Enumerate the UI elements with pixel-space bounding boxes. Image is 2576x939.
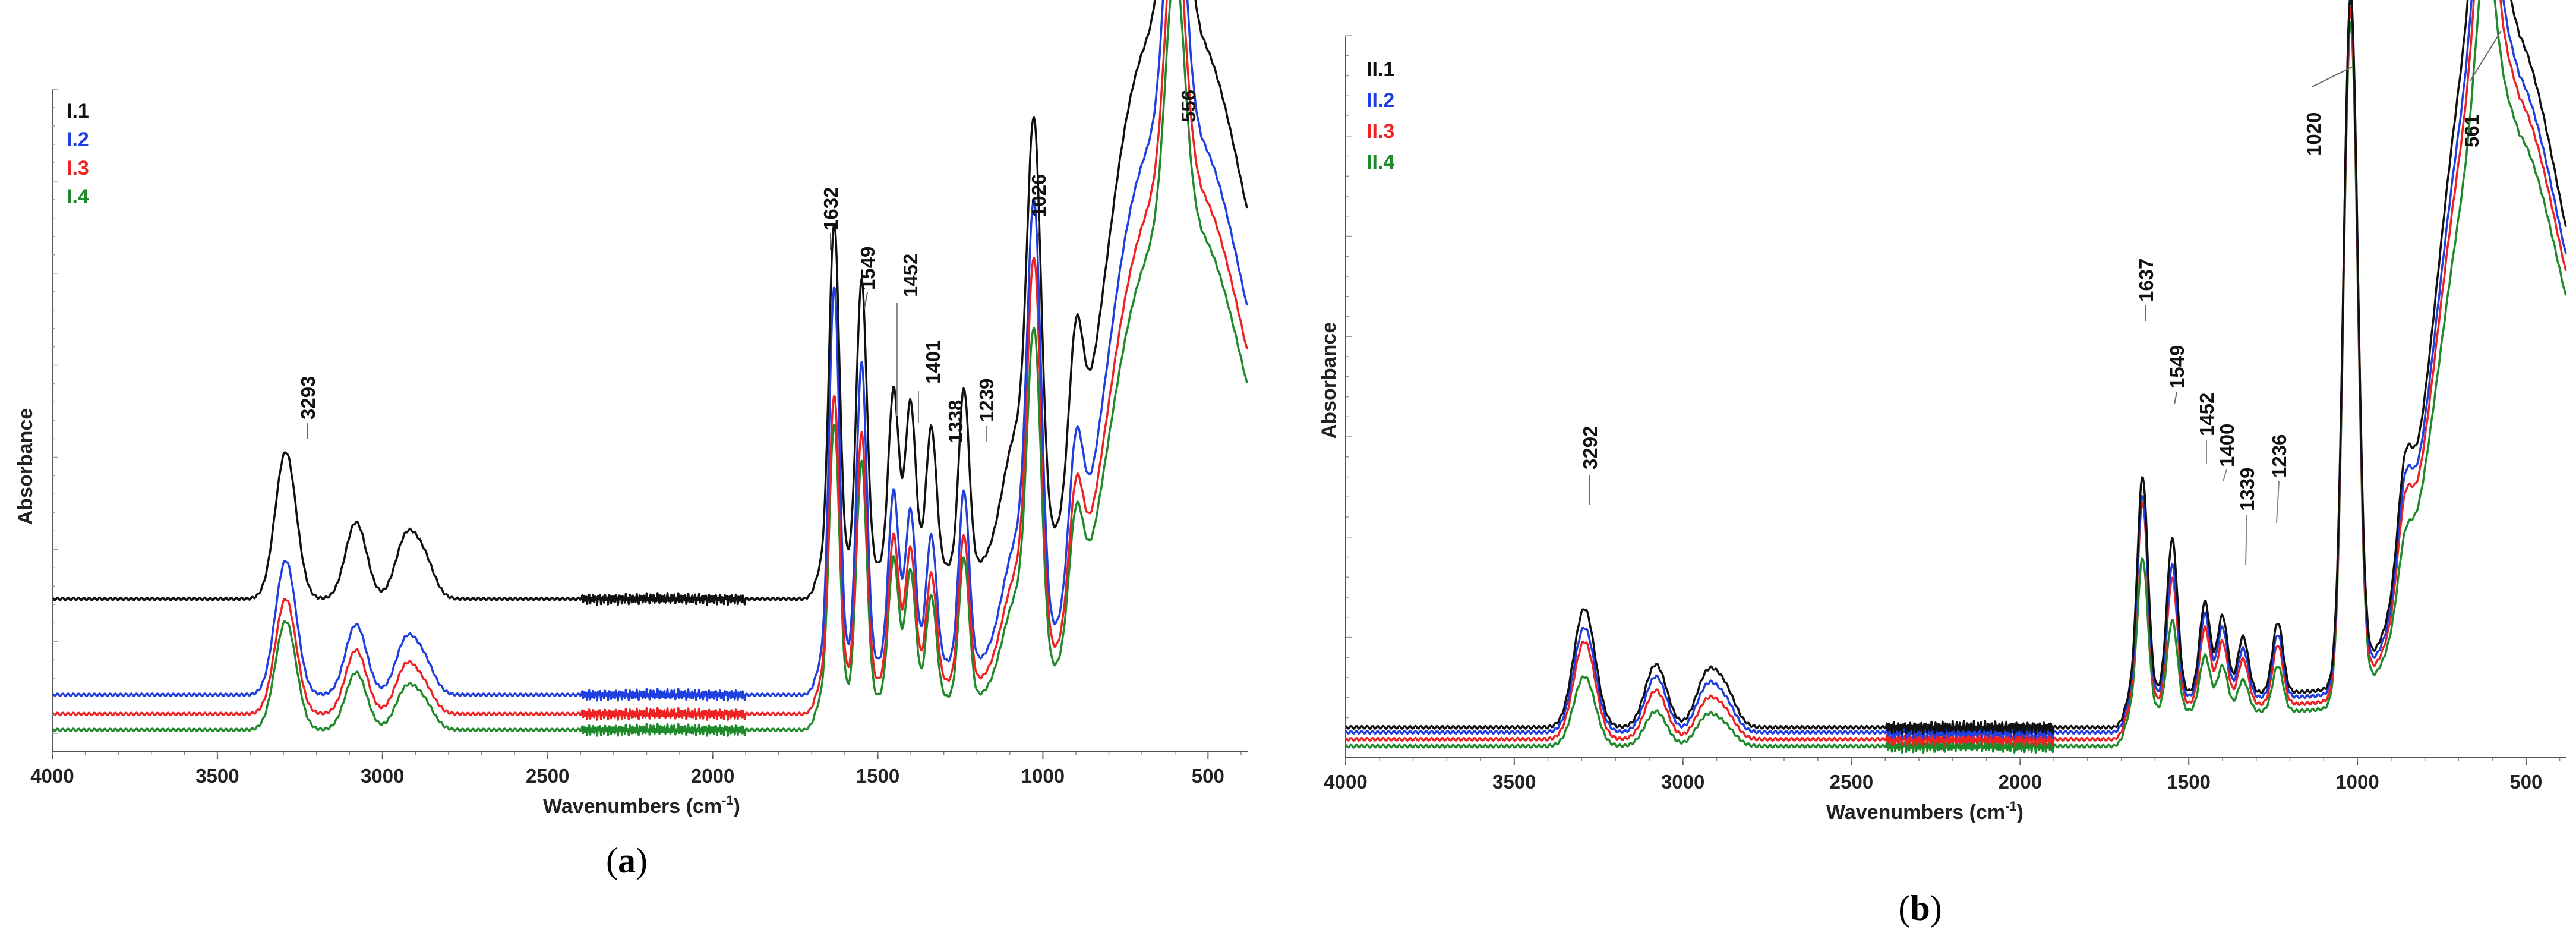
panel-a-series-I4: [51, 0, 1248, 737]
panel-a-x-tick-label-3500: 3500: [195, 765, 239, 787]
peak-label-1401: 1401: [922, 341, 944, 384]
panel-a-series-I2: [51, 0, 1248, 702]
peak-label-556: 556: [1177, 90, 1199, 122]
panel-b-x-axis-title: Wavenumbers (cm-1): [1826, 799, 2023, 824]
peak-label-1452: 1452: [2196, 393, 2218, 436]
panel-b-label: (b): [1898, 888, 1942, 928]
panel-b-y-axis-title: Absorbance: [1318, 322, 1340, 439]
peak-label-1632: 1632: [820, 187, 842, 231]
peak-leader-1339: [2245, 514, 2247, 565]
panel-a-x-tick-label-4000: 4000: [30, 765, 74, 787]
peak-label-1026: 1026: [1028, 174, 1050, 218]
panel-a-spectra: [51, 0, 1248, 737]
peak-label-1339: 1339: [2236, 468, 2258, 511]
panel-b-x-tick-label-2000: 2000: [1999, 771, 2042, 793]
panel-a-x-tick-label-500: 500: [1192, 765, 1224, 787]
legend-entry-II2: II.2: [1366, 89, 1394, 112]
panel-b-x-tick-label-4000: 4000: [1324, 771, 1367, 793]
panel-b-x-tick-label-500: 500: [2509, 771, 2542, 793]
legend-entry-I4: I.4: [67, 185, 89, 208]
panel-a-x-tick-label-2000: 2000: [691, 765, 734, 787]
peak-label-3293: 3293: [297, 376, 319, 420]
panel-b-x-tick-label-1500: 1500: [2167, 771, 2210, 793]
peak-label-3292: 3292: [1579, 426, 1601, 469]
legend-entry-I2: I.2: [67, 128, 89, 151]
panel-a-peak-labels: 3293 1632 1549 1452 1401 1338 1239 1026 …: [297, 90, 1199, 443]
panel-b-legend: II.1 II.2 II.3 II.4: [1366, 58, 1394, 174]
peak-label-1338: 1338: [945, 400, 967, 443]
panel-b-x-tick-label-2500: 2500: [1830, 771, 1873, 793]
peak-label-1239: 1239: [976, 379, 997, 422]
legend-entry-II3: II.3: [1366, 120, 1394, 143]
peak-label-1452: 1452: [899, 254, 921, 297]
peak-leader-561: [2470, 30, 2502, 81]
peak-leader-1400: [2223, 469, 2227, 482]
peak-label-1020: 1020: [2303, 112, 2325, 156]
panel-a-x-tick-label-1500: 1500: [856, 765, 899, 787]
panel-b-series-II1: [1344, 0, 2567, 735]
panel-a-label: (a): [606, 841, 648, 880]
panel-a-x-axis-title: Wavenumbers (cm-1): [543, 793, 740, 818]
peak-leader-1549: [2174, 392, 2177, 405]
panel-b-chart: 4000 3500 3000 2500 2000 1500 1000 500 Absorban…: [1318, 0, 2567, 928]
panel-b-x-tick-label-3500: 3500: [1492, 771, 1536, 793]
panel-a-axes: 4000 3500 3000 2500 2000 1500 1000 500: [30, 89, 1248, 787]
panel-a-x-tick-label-2500: 2500: [526, 765, 569, 787]
peak-leader-1236: [2276, 481, 2280, 524]
peak-label-1637: 1637: [2135, 259, 2157, 302]
peak-label-561: 561: [2461, 115, 2483, 147]
panel-b-axes: 4000 3500 3000 2500 2000 1500 1000 500: [1324, 35, 2566, 793]
panel-b-spectra: [1344, 0, 2567, 754]
panel-a-legend: I.1 I.2 I.3 I.4: [67, 100, 89, 208]
panel-a-series-I1: [51, 0, 1248, 606]
panel-a-series-I3: [51, 0, 1248, 721]
legend-entry-II4: II.4: [1366, 151, 1394, 174]
peak-label-1549: 1549: [2166, 345, 2188, 389]
panel-a-x-tick-label-1000: 1000: [1021, 765, 1065, 787]
panel-b-peak-labels: 3292 1637 1549 1452 1400 1339 1236 1020 …: [1579, 30, 2502, 565]
panel-b-x-tick-label-1000: 1000: [2335, 771, 2379, 793]
peak-leader-1020: [2312, 66, 2353, 87]
peak-leader-1549: [864, 292, 868, 310]
legend-entry-I1: I.1: [67, 100, 89, 122]
panel-a-chart: 4000 3500 3000 2500 2000 1500 1000 500 Absorban…: [14, 0, 1248, 880]
peak-label-1400: 1400: [2216, 424, 2238, 467]
legend-entry-I3: I.3: [67, 157, 89, 179]
panel-a-y-axis-title: Absorbance: [14, 408, 37, 525]
peak-label-1549: 1549: [857, 247, 879, 290]
panel-b-series-II2: [1344, 0, 2567, 740]
panel-a-x-tick-label-3000: 3000: [361, 765, 404, 787]
legend-entry-II1: II.1: [1366, 58, 1394, 81]
panel-b-x-tick-label-3000: 3000: [1661, 771, 1704, 793]
peak-label-1236: 1236: [2268, 434, 2290, 478]
